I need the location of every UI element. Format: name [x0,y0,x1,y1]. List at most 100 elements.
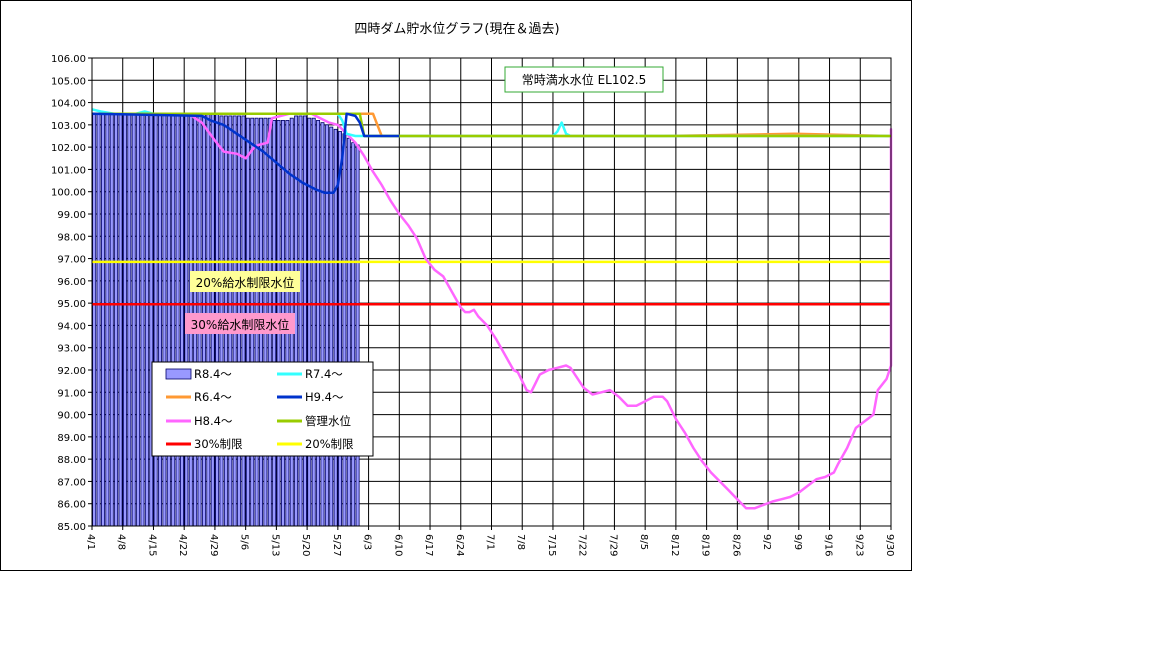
bar [127,113,132,527]
bar [180,113,184,527]
series-line [91,112,400,195]
bar [166,113,171,527]
y-tick-label: 93.00 [57,344,86,355]
x-tick-label: 4/22 [177,534,188,556]
chart-svg: 四時ダム貯水位グラフ(現在＆過去) 85.00 86.00 87.00 88.00 89… [51,22,895,556]
bar [118,113,123,527]
annotation-limit30: 30%給水制限水位 [185,313,295,334]
bar [302,115,307,527]
legend-label: 管理水位 [305,414,351,428]
x-tick-label: 8/19 [700,534,711,556]
x-tick-label: 4/15 [146,534,157,556]
annotation-full-level: 常時満水水位 EL102.5 [504,66,664,93]
x-tick-label: 5/13 [269,534,280,556]
x-tick-label: 7/22 [577,534,588,556]
bar [109,113,114,527]
bar [105,113,110,527]
bar [114,113,119,527]
x-tick-label: 5/6 [239,534,250,550]
legend-label: H9.4～ [305,390,344,404]
bar [307,117,312,527]
bar [311,117,316,527]
y-tick-label: 89.00 [57,433,86,444]
x-tick-label: 6/3 [362,534,373,550]
legend-label: R7.4～ [305,367,343,381]
x-tick-label: 6/24 [454,534,465,556]
x-tick-label: 8/26 [730,534,741,556]
legend: R8.4～ R7.4～ R6.4～ H9.4～ H8.4～ 管理水位 30%制限 20%制限 [151,361,374,457]
series-line [92,112,893,510]
line-series [91,108,893,510]
bar [153,113,158,527]
y-tick-label: 91.00 [57,388,86,399]
x-tick-label: 5/27 [331,534,342,556]
legend-label: 20%制限 [305,437,354,451]
x-tick-label: 6/10 [392,534,403,556]
chart-frame: 四時ダム貯水位グラフ(現在＆過去) 85.00 86.00 87.00 88.00 89… [0,0,912,571]
y-tick-label: 90.00 [57,411,86,422]
legend-label: 30%制限 [194,437,243,451]
y-tick-label: 105.00 [51,76,86,87]
y-tick-label: 106.00 [51,54,86,65]
y-tick-label: 85.00 [57,522,86,533]
y-tick-label: 94.00 [57,321,86,332]
x-tick-label: 8/5 [638,534,649,550]
bar [162,113,167,527]
bar [175,113,180,527]
y-tick-label: 98.00 [57,232,86,243]
y-tick-label: 102.00 [51,143,86,154]
x-tick-label: 4/8 [116,534,127,550]
annotation-limit30-text: 30%給水制限水位 [191,317,290,332]
series-line [92,112,891,138]
legend-label: R6.4～ [194,390,232,404]
x-tick-label: 9/30 [884,534,895,556]
bar [329,126,334,527]
x-tick-label: 4/29 [208,534,219,556]
bar [96,113,101,527]
y-tick-label: 88.00 [57,455,86,466]
y-tick-label: 97.00 [57,255,86,266]
chart-title: 四時ダム貯水位グラフ(現在＆過去) [354,22,559,37]
bar [131,113,136,527]
x-tick-label: 9/23 [853,534,864,556]
x-tick-label: 9/16 [823,534,834,556]
bar [136,113,141,527]
bar [298,115,303,527]
annotation-full-level-text: 常時満水水位 EL102.5 [522,72,646,87]
y-tick-label: 104.00 [51,99,86,110]
bar [144,113,149,527]
bar [351,142,356,527]
x-tick-label: 7/29 [607,534,618,556]
x-tick-label: 4/1 [85,534,96,550]
bar [149,113,154,527]
x-tick-label: 7/1 [485,534,496,550]
x-tick-label: 8/12 [669,534,680,556]
y-tick-label: 103.00 [51,121,86,132]
y-tick-label: 95.00 [57,299,86,310]
bar [324,124,329,527]
x-tick-label: 9/9 [792,534,803,550]
x-tick-label: 7/8 [515,534,526,550]
x-tick-label: 6/17 [423,534,434,556]
annotation-limit20-text: 20%給水制限水位 [196,275,295,290]
legend-label: R8.4～ [194,367,232,381]
x-tick-label: 5/20 [300,534,311,556]
legend-label: H8.4～ [194,414,233,428]
bar [342,133,347,527]
bar [100,113,105,527]
annotation-limit20: 20%給水制限水位 [190,271,300,292]
y-tick-label: 99.00 [57,210,86,221]
y-axis: 85.00 86.00 87.00 88.00 89.00 90.00 91.00 92.00… [51,54,92,533]
bar [171,113,176,527]
bar [316,120,321,527]
bar [92,113,97,527]
y-tick-label: 86.00 [57,500,86,511]
x-tick-label: 7/15 [546,534,557,556]
bar [355,144,360,527]
y-tick-label: 87.00 [57,477,86,488]
bar [346,137,351,527]
bar [338,131,343,527]
y-tick-label: 92.00 [57,366,86,377]
y-tick-label: 96.00 [57,277,86,288]
y-tick-label: 100.00 [51,188,86,199]
